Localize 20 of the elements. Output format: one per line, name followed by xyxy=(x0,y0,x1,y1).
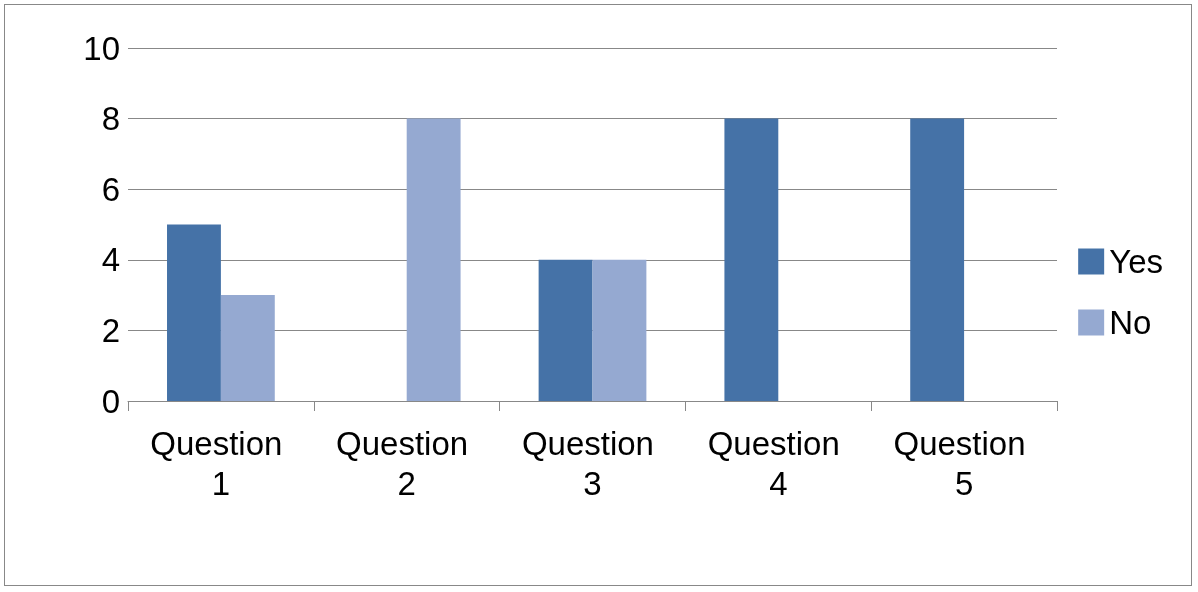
x-tick-label: Question 2 xyxy=(336,424,478,502)
x-tick-label: Question 5 xyxy=(893,424,1035,502)
legend-label: Yes xyxy=(1109,243,1164,280)
bar xyxy=(167,224,221,401)
y-tick-label: 4 xyxy=(101,241,120,279)
bar xyxy=(724,118,779,401)
y-tick-label: 0 xyxy=(101,382,120,420)
bar xyxy=(538,259,593,401)
y-tick-label: 2 xyxy=(101,311,120,349)
legend-label: No xyxy=(1109,304,1152,341)
y-tick-label: 10 xyxy=(83,29,120,67)
x-tick-label: Question 1 xyxy=(150,424,292,502)
bar xyxy=(220,295,275,401)
y-tick-label: 8 xyxy=(101,100,120,138)
y-tick-label: 6 xyxy=(101,170,120,208)
bar xyxy=(406,118,461,401)
x-tick-label: Question 3 xyxy=(521,424,664,502)
bar xyxy=(910,118,965,401)
x-tick-label: Question 4 xyxy=(707,424,849,502)
bar xyxy=(592,259,647,401)
